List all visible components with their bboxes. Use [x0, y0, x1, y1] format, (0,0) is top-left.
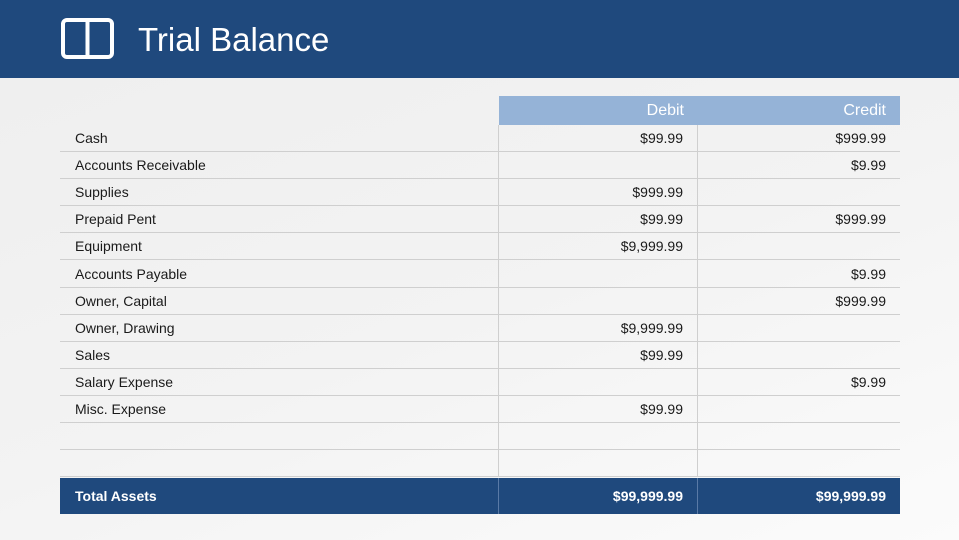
account-cell: Prepaid Pent — [60, 206, 499, 233]
table-row — [60, 450, 900, 478]
credit-cell: $9.99 — [850, 265, 886, 282]
account-cell: Owner, Capital — [60, 287, 499, 314]
table-row — [60, 423, 900, 451]
account-cell — [60, 423, 499, 450]
account-cell: Misc. Expense — [60, 395, 499, 423]
credit-cell — [698, 396, 900, 422]
table-row: Supplies $999.99 — [60, 179, 900, 207]
total-credit: $99,999.99 — [815, 488, 886, 504]
debit-cell — [499, 423, 698, 450]
debit-cell: $999.99 — [499, 179, 698, 206]
credit-cell — [698, 233, 900, 259]
account-cell: Cash — [60, 125, 499, 152]
account-cell: Accounts Payable — [60, 260, 499, 287]
table-row: Misc. Expense $99.99 — [60, 395, 900, 424]
page-title: Trial Balance — [138, 21, 330, 58]
credit-cell — [698, 179, 900, 205]
account-cell: Salary Expense — [60, 368, 499, 395]
table-row: Equipment $9,999.99 — [60, 233, 900, 261]
title-bar: Trial Balance — [0, 0, 959, 78]
debit-column-header: Debit — [499, 96, 698, 125]
credit-cell — [698, 423, 900, 449]
trial-balance-table: Debit Credit Cash $99.99 $999.99 Accounts R… — [60, 96, 900, 478]
table-row: Prepaid Pent $99.99 $999.99 — [60, 206, 900, 234]
debit-cell: $99.99 — [499, 206, 698, 233]
debit-cell: $9,999.99 — [499, 314, 698, 341]
table-row: Accounts Payable $9.99 — [60, 260, 900, 288]
credit-cell: $9.99 — [850, 373, 886, 390]
total-row: Total Assets $99,999.99 $99,999.99 — [60, 478, 900, 514]
debit-cell — [499, 450, 698, 477]
table-body: Cash $99.99 $999.99 Accounts Receivable $9.9… — [60, 125, 900, 478]
account-cell: Equipment — [60, 233, 499, 260]
debit-cell: $99.99 — [499, 341, 698, 368]
debit-cell — [499, 287, 698, 314]
table-row: Accounts Receivable $9.99 — [60, 152, 900, 180]
account-column-header — [60, 96, 499, 125]
account-cell: Supplies — [60, 179, 499, 206]
debit-cell — [499, 152, 698, 179]
table-row: Owner, Drawing $9,999.99 — [60, 314, 900, 342]
credit-cell: $999.99 — [835, 211, 886, 228]
table-header-row: Debit Credit — [60, 96, 900, 125]
table-row: Owner, Capital $999.99 — [60, 287, 900, 315]
debit-cell — [499, 260, 698, 287]
account-cell: Sales — [60, 341, 499, 368]
credit-cell: $999.99 — [835, 292, 886, 309]
credit-column-header: Credit — [698, 96, 900, 125]
credit-cell — [698, 342, 900, 368]
table-row: Salary Expense $9.99 — [60, 368, 900, 396]
debit-cell: $99.99 — [499, 125, 698, 152]
total-label: Total Assets — [60, 478, 499, 514]
account-cell: Owner, Drawing — [60, 314, 499, 341]
debit-cell — [499, 368, 698, 395]
table-row: Cash $99.99 $999.99 — [60, 125, 900, 153]
account-cell: Accounts Receivable — [60, 152, 499, 179]
two-column-book-icon — [61, 18, 114, 59]
total-debit: $99,999.99 — [499, 478, 698, 514]
table-row: Sales $99.99 — [60, 341, 900, 369]
credit-cell: $999.99 — [835, 130, 886, 147]
credit-cell — [698, 315, 900, 341]
credit-cell — [698, 450, 900, 476]
debit-cell: $9,999.99 — [499, 233, 698, 260]
account-cell — [60, 450, 499, 477]
credit-cell: $9.99 — [850, 157, 886, 174]
debit-cell: $99.99 — [499, 395, 698, 423]
